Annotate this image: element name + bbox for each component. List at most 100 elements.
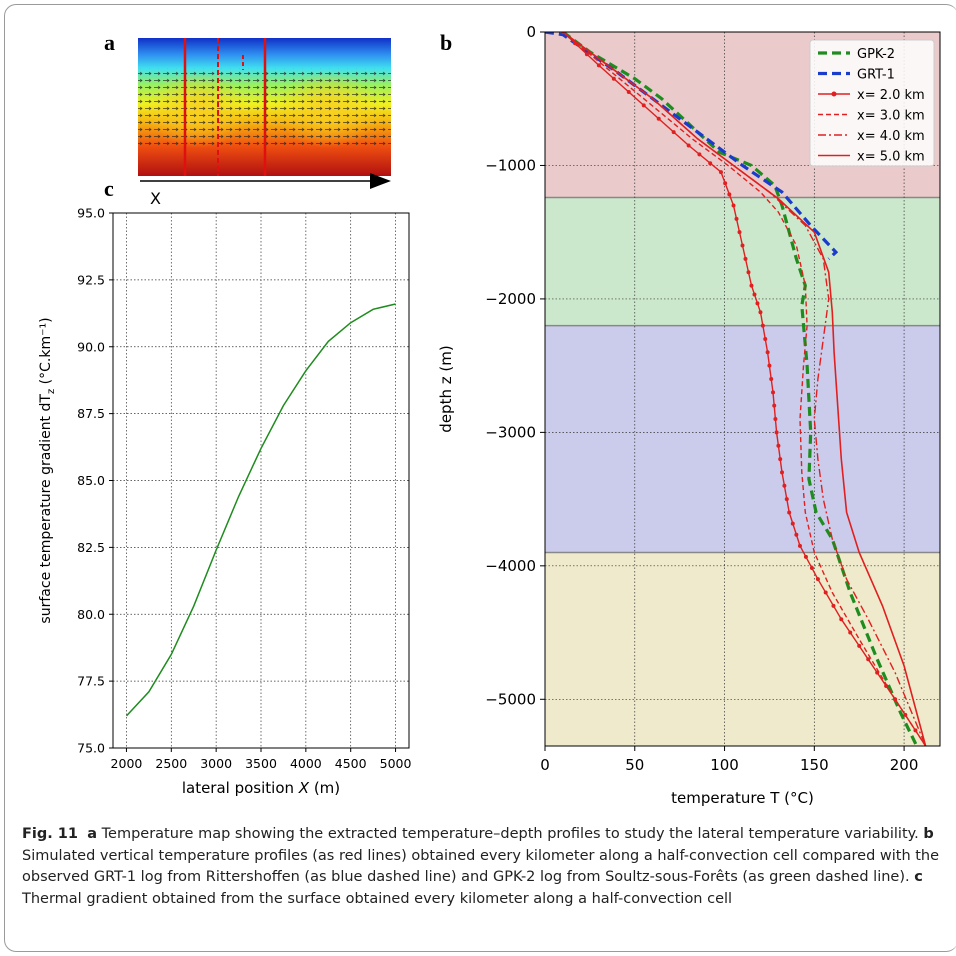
- y-axis-label-c: surface temperature gradient dTz (°C.km⁻…: [38, 317, 57, 623]
- series-point-2: [767, 363, 772, 368]
- tick-label-y: −5000: [485, 690, 536, 708]
- series-point-2: [831, 603, 836, 608]
- figure-caption: Fig. 11 a Temperature map showing the ex…: [22, 824, 947, 910]
- tick-label-x: 150: [800, 756, 829, 774]
- series-point-2: [740, 243, 745, 248]
- y-label-part: z: [46, 389, 57, 394]
- series-point-2: [737, 230, 742, 235]
- series-point-2: [839, 617, 844, 622]
- y-label-part: (°C.km⁻¹): [38, 317, 54, 388]
- tick-label-y: 0: [526, 23, 536, 41]
- chart-b-temperature-profiles: 0 50 100 150 200 0 −1000 −2000 −3000 −4000 −5000 GP…: [437, 23, 941, 807]
- tick-label-x: 5000: [380, 756, 412, 771]
- caption-b-text: Simulated vertical temperature profiles …: [22, 847, 940, 886]
- tick-label-y: −2000: [485, 290, 536, 308]
- tick-label-y: −4000: [485, 557, 536, 575]
- legend-label-4: x= 4.0 km: [857, 129, 925, 144]
- series-line-3: [562, 32, 927, 746]
- series-point-2: [758, 310, 763, 315]
- series-point-2: [780, 470, 784, 475]
- series-point-2: [857, 643, 862, 648]
- series-point-2: [784, 497, 789, 502]
- y-label-part: surface temperature gradient dT: [38, 394, 54, 624]
- series-point-2: [823, 590, 828, 595]
- series-line-2: [562, 32, 927, 746]
- figure-frame: [4, 4, 956, 952]
- series-point-2: [752, 292, 757, 297]
- panel-label-b: b: [440, 30, 452, 55]
- series-point-2: [697, 152, 702, 157]
- series-point-2: [656, 116, 661, 121]
- panel-label-a: a: [104, 30, 115, 55]
- tick-label-y: 95.0: [77, 206, 105, 221]
- legend-label-1: GRT-1: [857, 68, 895, 83]
- series-point-2: [776, 443, 781, 448]
- series-point-2: [723, 181, 728, 186]
- series-point-2: [626, 90, 631, 95]
- series-point-2: [765, 350, 770, 355]
- tick-label-y: 87.5: [77, 406, 105, 421]
- caption-b-label: b: [923, 826, 934, 842]
- series-point-2: [790, 521, 795, 526]
- series-point-2: [686, 143, 691, 148]
- tick-label-x: 200: [890, 756, 919, 774]
- layer-band-3: [545, 552, 940, 746]
- legend-marker-2: [831, 91, 837, 97]
- figure-11: a b c X 0 50 100 150 2000−1000−2000−3000−400…: [38, 23, 941, 807]
- series-point-2: [763, 336, 768, 341]
- plot-frame-c: [112, 212, 410, 749]
- series-point-2: [772, 403, 777, 408]
- series-point-2: [797, 543, 802, 548]
- series-point-2: [778, 457, 783, 462]
- series-point-2: [760, 323, 765, 328]
- caption-c-label: c: [914, 869, 923, 885]
- x-label-part: lateral position: [182, 779, 299, 797]
- tick-label-x: 4000: [290, 756, 322, 771]
- series-point-2: [803, 554, 808, 559]
- panel-label-c: c: [104, 176, 114, 201]
- caption-a-label: a: [87, 826, 98, 842]
- tick-label-x: 2000: [111, 756, 143, 771]
- tick-label-y: −3000: [485, 423, 536, 441]
- plot-frame-b: [544, 31, 941, 747]
- tick-label-y: 75.0: [77, 741, 105, 756]
- caption-a-text: Temperature map showing the extracted te…: [101, 826, 919, 842]
- tick-label-x: 2500: [155, 756, 187, 771]
- series-point-2: [755, 301, 760, 306]
- series-point-2: [773, 417, 778, 422]
- arrow-head-icon: [370, 173, 391, 189]
- tick-label-x: 4500: [335, 756, 367, 771]
- layer-band-2: [545, 325, 940, 553]
- series-point-2: [809, 566, 814, 571]
- gradient-line: [125, 303, 396, 717]
- series-point-2: [641, 103, 646, 108]
- caption-fig-label: Fig. 11: [22, 826, 78, 842]
- series-point-2: [782, 483, 787, 488]
- tick-label-x: 0: [540, 756, 550, 774]
- legend-label-5: x= 5.0 km: [857, 150, 925, 165]
- tick-label-y: −1000: [485, 156, 536, 174]
- tick-label-x: 3000: [200, 756, 232, 771]
- series-point-2: [746, 270, 751, 275]
- series-point-2: [866, 657, 871, 662]
- series-point-2: [749, 283, 754, 288]
- series-point-2: [771, 390, 776, 395]
- series-point-2: [734, 216, 739, 221]
- tick-label-x: 100: [710, 756, 739, 774]
- series-line-5: [562, 32, 927, 746]
- series-point-2: [708, 161, 713, 166]
- series-point-2: [743, 256, 748, 261]
- temperature-map: X: [138, 38, 391, 208]
- series-point-2: [596, 63, 601, 68]
- series-line-0: [562, 32, 919, 746]
- tick-label-y: 82.5: [77, 540, 105, 555]
- x-axis-label-c: lateral position X (m): [182, 779, 340, 797]
- y-axis-label-b: depth z (m): [437, 345, 455, 432]
- series-point-2: [727, 192, 732, 197]
- series-point-2: [671, 130, 676, 135]
- x-label-part: X: [298, 779, 310, 797]
- legend-label-3: x= 3.0 km: [857, 109, 925, 124]
- series-point-2: [611, 76, 616, 81]
- tick-label-x: 3500: [245, 756, 277, 771]
- series-point-2: [848, 630, 853, 635]
